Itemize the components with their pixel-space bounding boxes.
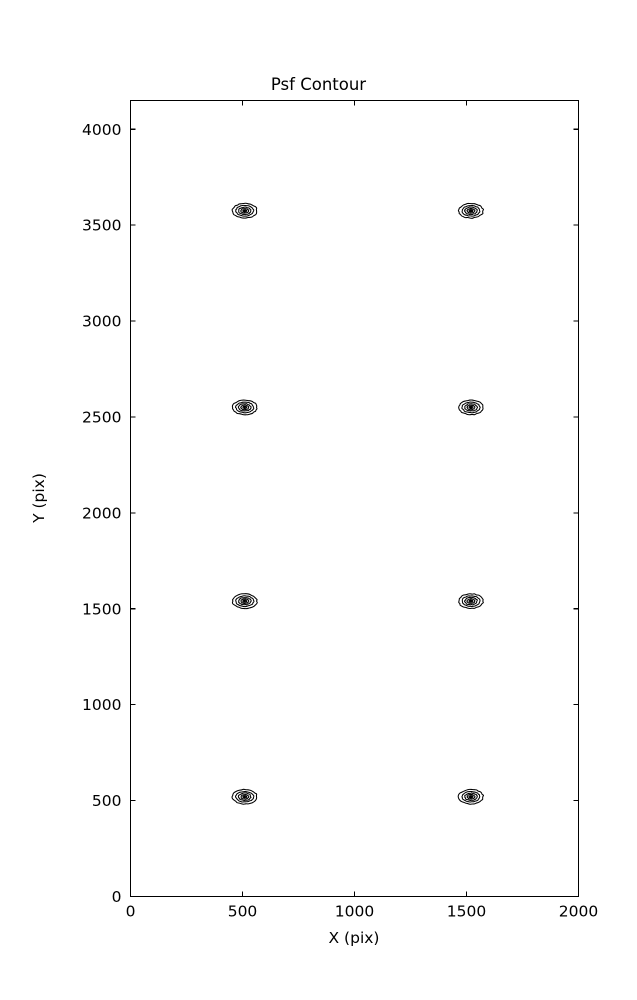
psf-contour-blob [231,399,258,416]
contour-ring [240,794,250,800]
contour-ring [461,790,481,803]
contour-ring [457,202,485,219]
contour-ring [463,206,478,216]
contour-peak [243,795,246,798]
y-tick-label: 1500 [82,600,121,618]
contour-ring [240,404,250,411]
contour-ring [458,399,484,416]
contour-ring [237,403,252,412]
contour-ring [231,202,258,219]
contour-ring [242,599,248,603]
psf-contour-blob [458,593,484,610]
x-tick-label: 1500 [447,903,486,921]
y-axis-label: Y (pix) [30,473,48,524]
contour-peak [469,209,473,212]
contour-peak [243,600,246,603]
contour-ring [234,401,255,414]
contour-ring [464,403,479,412]
contour-peak [469,795,473,798]
x-tick-label: 0 [126,903,136,921]
contour-peak [469,600,473,603]
contour-ring [235,791,255,803]
y-tick-label: 2500 [82,408,121,426]
contour-ring [468,209,474,213]
x-axis-label: X (pix) [329,929,380,947]
psf-contour-blob [231,788,258,805]
psf-contour-blob [231,202,258,219]
contour-ring [468,599,474,603]
contour-ring [461,595,481,608]
contour-ring [468,405,474,410]
contour-ring [238,597,252,606]
y-tick-label: 2000 [82,504,121,522]
contour-ring [235,595,255,608]
contour-peak [243,406,246,409]
contour-ring [461,205,481,217]
tick-marks [129,100,580,898]
plot-title: Psf Contour [271,75,366,94]
y-tick-label: 0 [112,888,122,906]
contour-ring [242,795,248,799]
y-tick-label: 1000 [82,696,121,714]
contour-ring [240,208,250,214]
contour-ring [466,793,476,800]
x-tick-label: 500 [228,903,258,921]
contour-ring [242,405,248,410]
contour-ring [461,401,481,414]
contour-ring [463,596,478,606]
y-tick-label: 500 [92,792,122,810]
contour-ring [240,598,250,604]
tick-labels: 0 500 1000 1500 2000 0 500 1000 1500 2000 2500 3000… [82,121,598,921]
x-tick-label: 2000 [559,903,598,921]
psf-contour-blob [458,399,484,416]
contour-ring [466,208,476,214]
contour-ring [237,792,252,802]
contour-ring [235,204,255,217]
y-tick-label: 3000 [82,313,121,331]
contour-peak [469,406,473,409]
contour-ring [231,593,258,610]
contour-ring [468,795,474,799]
contour-ring [466,404,476,411]
contour-ring [458,593,484,610]
y-tick-label: 4000 [82,121,121,139]
contour-ring [466,598,476,604]
contour-ring [231,399,258,416]
x-tick-label: 1000 [335,903,374,921]
contour-ring [457,788,485,805]
contour-ring [242,209,248,213]
contour-ring [231,788,258,805]
contour-series [231,202,485,805]
psf-contour-blob [457,202,485,219]
y-tick-label: 3500 [82,217,121,235]
contour-ring [464,792,478,801]
psf-contour-blob [457,788,485,805]
contour-peak [243,209,246,212]
contour-ring [238,206,252,216]
psf-contour-blob [231,593,258,610]
